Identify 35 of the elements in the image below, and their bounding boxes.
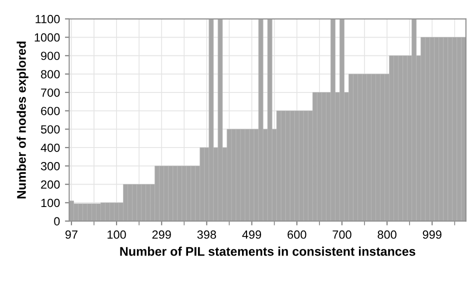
bar [290, 110, 295, 222]
x-tick-label: 999 [422, 230, 442, 239]
x-tick-label: 700 [332, 230, 352, 239]
x-tick-label: 100 [108, 230, 126, 239]
x-tick-label: 800 [378, 230, 396, 239]
bar [316, 92, 322, 222]
x-tick-label: 398 [197, 230, 216, 239]
x-tick-label: 299 [152, 230, 171, 239]
y-tick-label: 1100 [36, 14, 60, 24]
bar [339, 18, 344, 222]
y-tick-label: 500 [40, 125, 60, 134]
bar [303, 110, 308, 222]
y-tick-label: 700 [41, 88, 60, 97]
y-tick-label: 400 [40, 144, 60, 152]
bar [298, 110, 304, 222]
bar [312, 92, 318, 222]
y-tick-label: 900 [41, 52, 60, 60]
bar [321, 92, 326, 222]
y-tick-label: 1000 [34, 33, 60, 42]
x-tick-label: 600 [288, 230, 306, 239]
y-tick-label: 800 [40, 70, 60, 78]
bar [285, 110, 290, 222]
bar [276, 110, 282, 222]
bar [330, 18, 336, 222]
bar [294, 110, 300, 222]
y-tick-label: 0 [54, 217, 60, 226]
y-tick-label: 300 [40, 162, 60, 170]
x-axis-title: Number of PIL statements in consistent instances [120, 246, 416, 256]
y-tick-label: 100 [41, 198, 60, 208]
x-tick-label: 499 [242, 230, 262, 239]
x-tick-label: 97 [65, 230, 78, 239]
y-axis-title: Number of nodes explored [16, 42, 28, 198]
bar [280, 110, 286, 222]
y-tick-label: 600 [41, 106, 60, 116]
y-tick-label: 200 [41, 180, 60, 189]
